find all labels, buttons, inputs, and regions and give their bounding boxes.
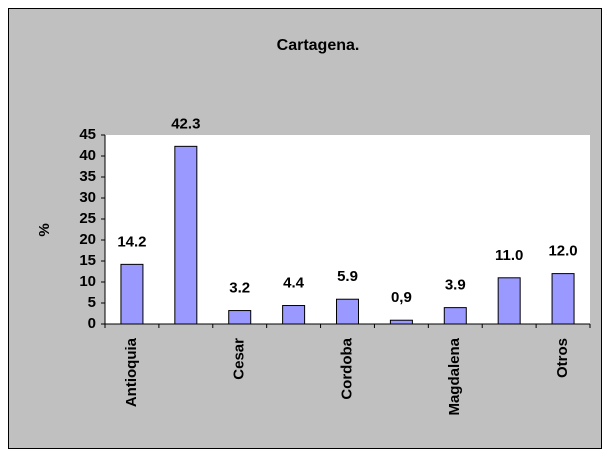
x-tick-label: Antioquia bbox=[123, 337, 140, 407]
y-tick-label: 30 bbox=[79, 189, 96, 206]
bar bbox=[497, 277, 521, 325]
y-tick-label: 10 bbox=[79, 273, 96, 290]
y-tick-label: 35 bbox=[79, 168, 96, 185]
y-tick-label: 45 bbox=[79, 126, 96, 143]
bar bbox=[228, 310, 252, 325]
y-tick-label: 15 bbox=[79, 252, 96, 269]
bar bbox=[551, 273, 575, 325]
bar bbox=[174, 145, 198, 325]
y-tick-label: 40 bbox=[79, 147, 96, 164]
chart-title: Cartagena. bbox=[277, 37, 360, 54]
y-tick-label: 20 bbox=[79, 231, 96, 248]
bar bbox=[282, 305, 306, 325]
x-tick-label: Otros bbox=[554, 338, 571, 378]
x-tick-label: Cordoba bbox=[338, 337, 355, 399]
value-label: 42.3 bbox=[171, 115, 200, 132]
value-label: 11.0 bbox=[495, 247, 523, 264]
value-label: 3.9 bbox=[445, 277, 466, 294]
y-tick-label: 0 bbox=[88, 315, 96, 332]
value-label: 4.4 bbox=[283, 274, 305, 291]
bar bbox=[120, 263, 144, 325]
x-tick-label: Cesar bbox=[231, 338, 248, 380]
x-tick-label: Magdalena bbox=[446, 337, 463, 415]
value-label: 3.2 bbox=[229, 280, 250, 297]
y-axis-label: % bbox=[36, 223, 53, 236]
value-label: 0,9 bbox=[391, 289, 412, 306]
value-label: 14.2 bbox=[117, 233, 146, 250]
bar bbox=[389, 319, 413, 325]
y-tick-label: 25 bbox=[79, 210, 96, 227]
y-tick-label: 5 bbox=[88, 294, 96, 311]
value-label: 5.9 bbox=[337, 268, 358, 285]
bar bbox=[443, 307, 467, 325]
bar bbox=[336, 298, 359, 325]
value-label: 12.0 bbox=[548, 243, 577, 260]
